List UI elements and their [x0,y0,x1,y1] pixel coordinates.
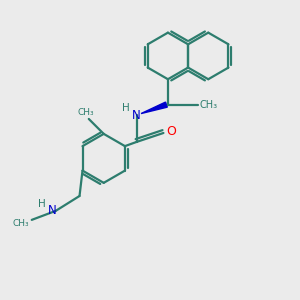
Text: O: O [166,125,176,138]
Text: H: H [38,199,46,209]
Polygon shape [141,102,167,114]
Text: CH₃: CH₃ [13,219,30,228]
Text: CH₃: CH₃ [77,108,94,117]
Text: N: N [132,109,141,122]
Text: CH₃: CH₃ [199,100,217,110]
Text: N: N [48,204,57,218]
Text: H: H [122,103,130,113]
